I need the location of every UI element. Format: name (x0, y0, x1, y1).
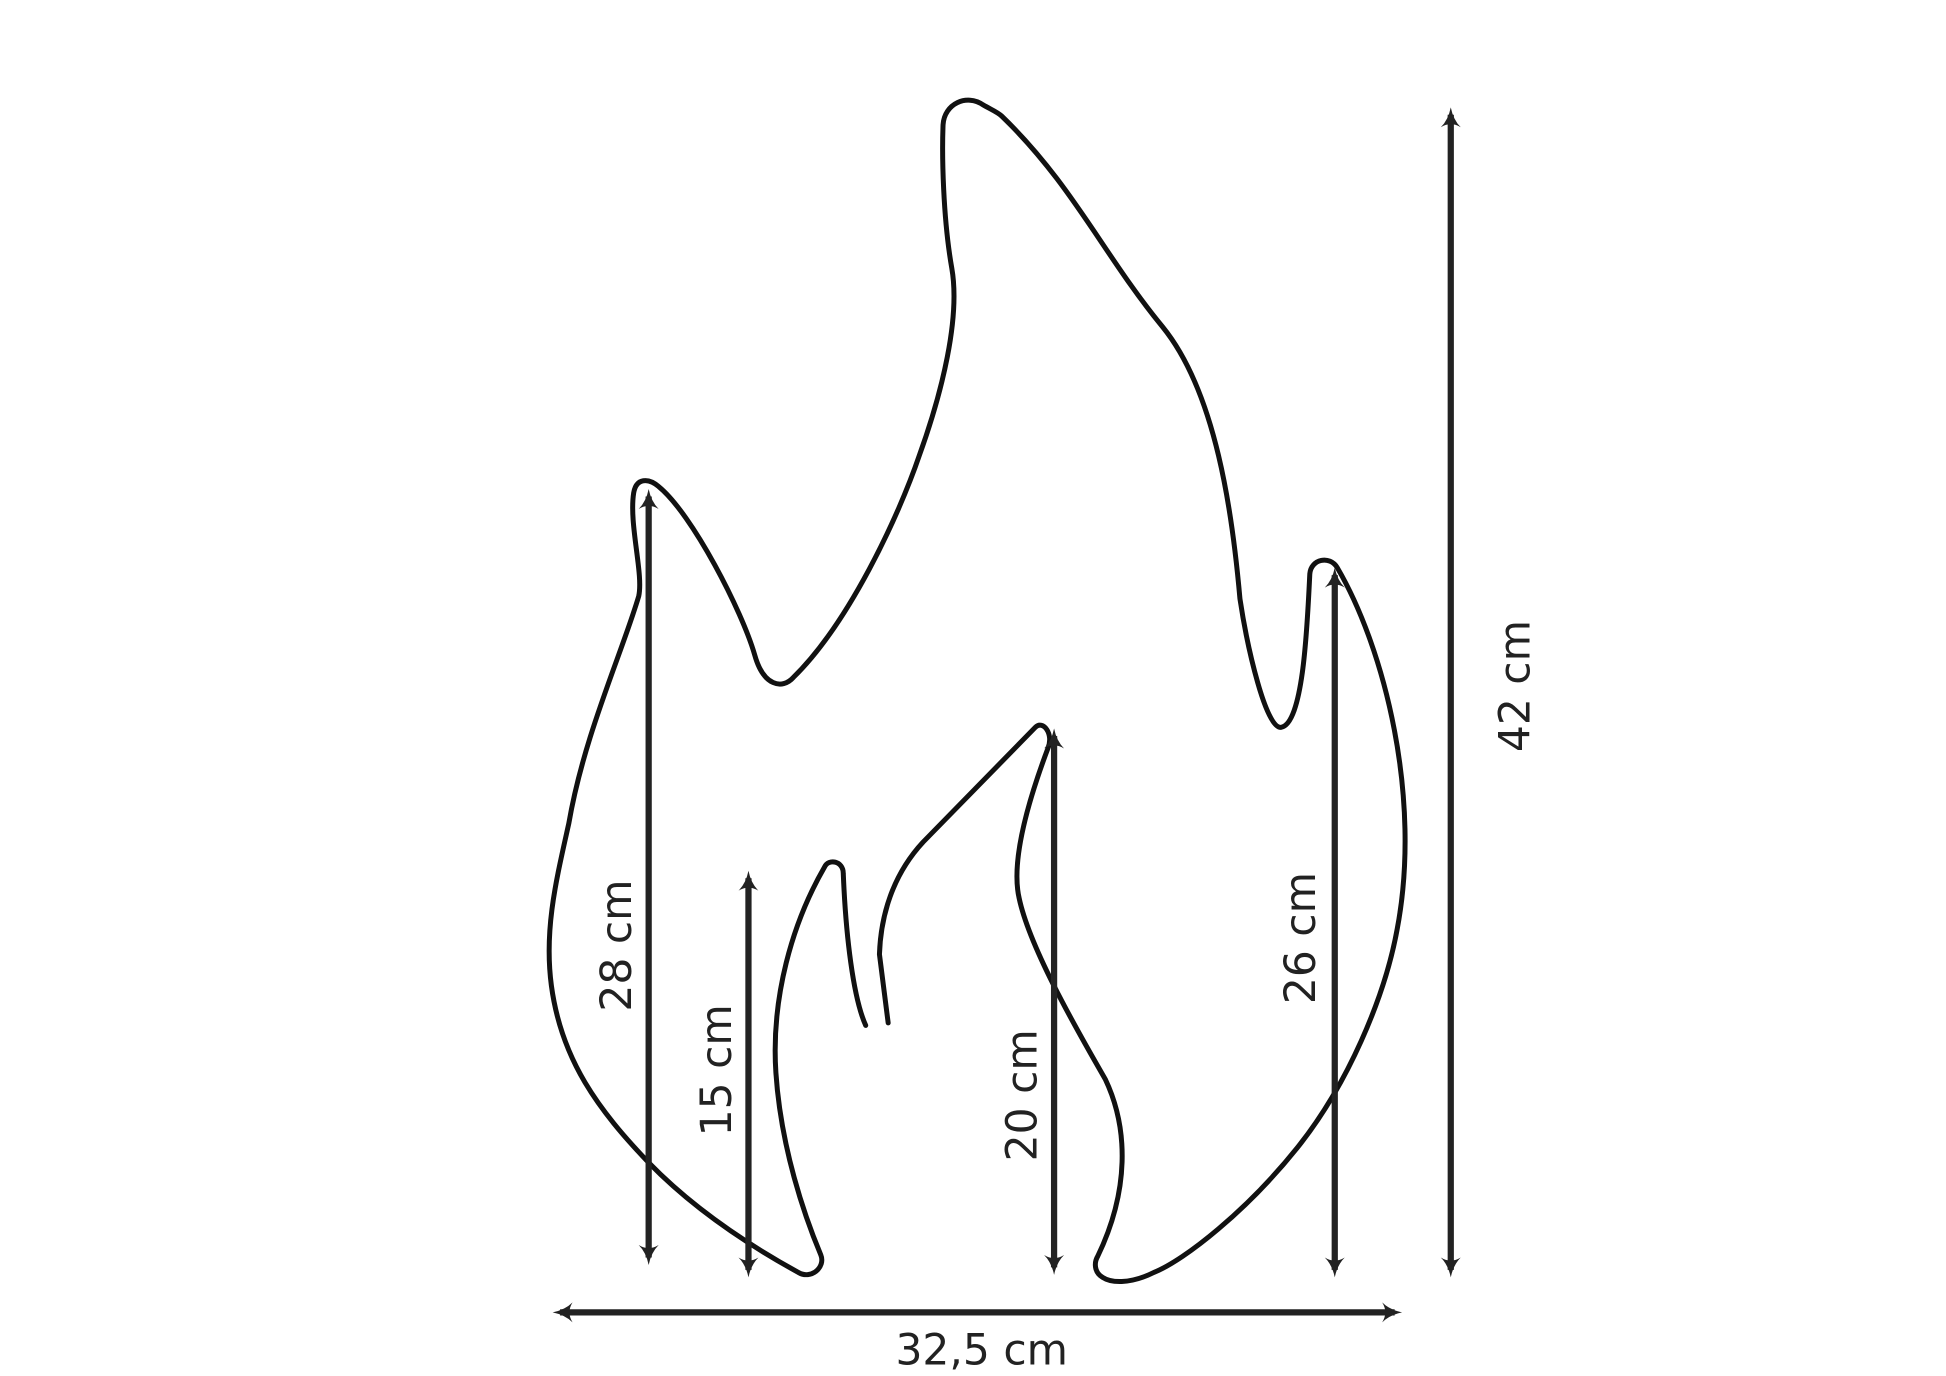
right-flame-dimension-label: 26 cm (1277, 872, 1326, 1004)
flame-outline (546, 97, 1408, 1284)
total-height-dimension-arrowhead-up (1440, 107, 1461, 128)
left-flame-dimension-arrowhead-down (638, 1244, 659, 1265)
left-flame-dimension-arrowhead-up (638, 489, 659, 509)
small-left-flame-dimension-arrowhead-down (738, 1257, 759, 1278)
center-flame-dimension-arrowhead-up (1044, 728, 1065, 749)
total-width-dimension-arrowhead-right (1382, 1302, 1403, 1323)
center-flame-dimension-arrowhead-down (1044, 1254, 1065, 1275)
center-flame-dimension-label: 20 cm (999, 1029, 1048, 1161)
small-left-flame-dimension-arrowhead-up (738, 870, 759, 891)
total-height-dimension-label: 42 cm (1491, 620, 1540, 752)
left-flame-dimension-label: 28 cm (593, 880, 642, 1012)
small-left-flame-dimension-label: 15 cm (693, 1004, 742, 1136)
total-width-dimension-arrowhead-left (552, 1302, 573, 1323)
total-width-dimension-label: 32,5 cm (895, 1327, 1068, 1376)
right-flame-dimension-arrowhead-up (1324, 567, 1345, 588)
total-height-dimension-arrowhead-down (1440, 1257, 1461, 1278)
right-flame-dimension-arrowhead-down (1324, 1257, 1345, 1278)
